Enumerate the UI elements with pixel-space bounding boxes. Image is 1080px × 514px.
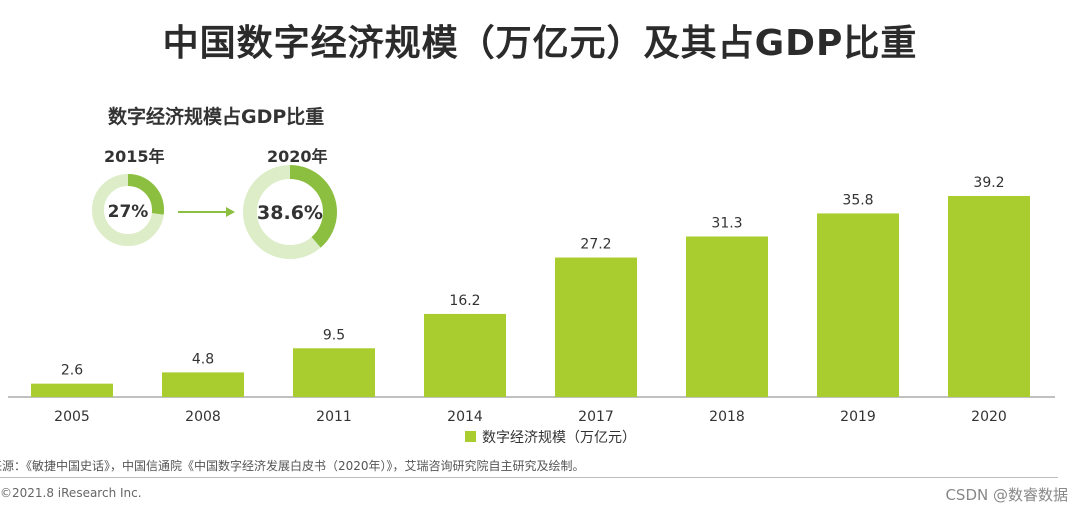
- legend-swatch: [465, 431, 476, 442]
- donut-arc: [92, 174, 164, 246]
- x-tick-label: 2020: [971, 409, 1007, 425]
- bar-2014: [424, 313, 506, 397]
- donut-label: 27%: [108, 202, 149, 222]
- chart-title: 中国数字经济规模（万亿元）及其占GDP比重: [162, 23, 918, 64]
- copyright: ©2021.8 iResearch Inc.: [0, 486, 142, 500]
- x-tick-label: 2019: [840, 409, 876, 425]
- arrow-head: [226, 207, 235, 217]
- bar-2020: [948, 196, 1030, 397]
- bar-value-label: 39.2: [973, 175, 1004, 191]
- footer-divider: [0, 477, 1058, 478]
- share-title: 数字经济规模占GDP比重: [108, 106, 325, 128]
- x-tick-label: 2017: [578, 409, 614, 425]
- x-tick-label: 2014: [447, 409, 483, 425]
- bar-value-label: 16.2: [449, 293, 480, 309]
- bar-value-label: 2.6: [61, 363, 83, 379]
- bar-value-label: 9.5: [323, 327, 345, 343]
- bar-value-label: 35.8: [842, 192, 873, 208]
- bar-value-label: 4.8: [192, 351, 214, 367]
- x-tick-label: 2018: [709, 409, 745, 425]
- donut-arc: [243, 165, 337, 259]
- watermark: CSDN @数睿数据: [945, 486, 1068, 504]
- bar-2008: [162, 372, 244, 397]
- share-year-2015: 2015年: [104, 147, 165, 166]
- bar-2018: [686, 236, 768, 397]
- bar-2019: [817, 213, 899, 397]
- bar-2011: [293, 348, 375, 397]
- x-tick-label: 2008: [185, 409, 221, 425]
- bar-value-label: 31.3: [711, 216, 742, 232]
- x-tick-label: 2011: [316, 409, 352, 425]
- bar-2017: [555, 257, 637, 397]
- source-note: 来源：《敏捷中国史话》，中国信通院《中国数字经济发展白皮书（2020年）》，艾瑞…: [0, 459, 585, 473]
- x-tick-label: 2005: [54, 409, 90, 425]
- share-year-2020: 2020年: [267, 147, 328, 166]
- legend-label: 数字经济规模（万亿元）: [482, 430, 636, 446]
- bar-2005: [31, 383, 113, 397]
- bar-value-label: 27.2: [580, 237, 611, 253]
- donut-label: 38.6%: [257, 202, 323, 224]
